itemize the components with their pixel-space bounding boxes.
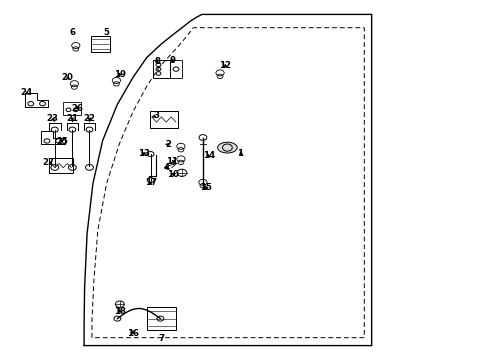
Text: 1: 1 <box>236 149 242 158</box>
Text: 8: 8 <box>154 57 160 66</box>
Text: 14: 14 <box>203 151 215 160</box>
Text: 10: 10 <box>166 170 178 179</box>
Text: 27: 27 <box>43 158 55 167</box>
Bar <box>91 36 109 52</box>
Text: 16: 16 <box>127 328 139 338</box>
Bar <box>170 60 182 78</box>
Bar <box>152 60 170 78</box>
Text: 24: 24 <box>21 88 33 97</box>
Bar <box>49 158 73 173</box>
Text: 18: 18 <box>114 307 125 316</box>
Bar <box>149 111 178 128</box>
Text: 12: 12 <box>219 61 230 71</box>
Text: 2: 2 <box>165 140 171 149</box>
Text: 3: 3 <box>153 111 159 120</box>
Text: 9: 9 <box>169 56 175 65</box>
Text: 5: 5 <box>103 28 109 37</box>
Text: 17: 17 <box>144 178 156 187</box>
Text: 13: 13 <box>138 149 150 158</box>
Text: 7: 7 <box>158 334 164 343</box>
Text: 26: 26 <box>71 104 83 112</box>
Text: 11: 11 <box>166 157 178 166</box>
Text: 23: 23 <box>47 114 59 123</box>
Text: 20: 20 <box>61 73 73 82</box>
Text: 15: 15 <box>200 184 212 192</box>
Text: 22: 22 <box>83 114 95 123</box>
Text: 19: 19 <box>114 70 125 79</box>
Ellipse shape <box>217 142 237 153</box>
Text: 25: 25 <box>57 136 68 145</box>
Bar <box>62 102 81 115</box>
Text: 6: 6 <box>69 28 75 37</box>
Text: 4: 4 <box>163 163 169 172</box>
Text: 21: 21 <box>66 114 78 123</box>
Bar <box>147 307 175 330</box>
